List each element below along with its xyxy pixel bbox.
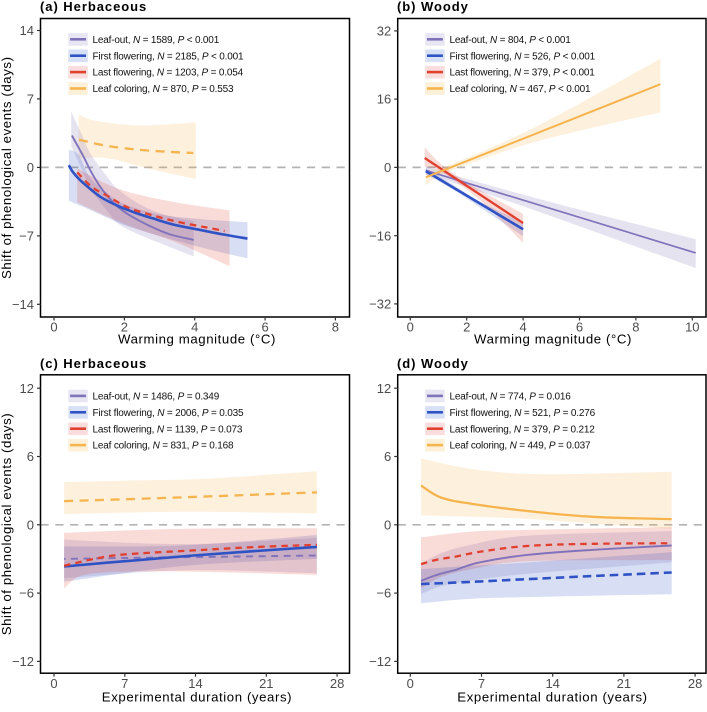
svg-text:6: 6 [384,449,391,464]
svg-text:0: 0 [27,160,34,175]
svg-text:−32: −32 [369,297,391,312]
svg-text:Shift of phenological events (: Shift of phenological events (days) [0,56,14,279]
svg-text:7: 7 [478,676,485,691]
svg-text:14: 14 [545,676,559,691]
svg-text:Shift of phenological events (: Shift of phenological events (days) [0,413,14,636]
svg-text:10: 10 [685,320,699,335]
svg-text:(b) Woody: (b) Woody [397,0,469,14]
svg-text:(a) Herbaceous: (a) Herbaceous [40,0,147,14]
svg-text:12: 12 [377,381,391,396]
svg-text:0: 0 [50,320,57,335]
svg-text:Last flowering, N = 1139, P =: Last flowering, N = 1139, P = 0.073 [93,424,243,435]
svg-text:Leaf coloring, N = 467, P < 0.: Leaf coloring, N = 467, P < 0.001 [450,84,591,95]
svg-text:−16: −16 [369,228,391,243]
svg-text:6: 6 [261,320,268,335]
svg-text:Leaf-out, N = 1589, P < 0.001: Leaf-out, N = 1589, P < 0.001 [93,35,220,46]
svg-text:2: 2 [121,320,128,335]
svg-text:Leaf-out, N = 1486, P = 0.349: Leaf-out, N = 1486, P = 0.349 [93,392,220,403]
svg-text:Leaf-out, N = 774, P = 0.016: Leaf-out, N = 774, P = 0.016 [450,392,572,403]
svg-text:4: 4 [191,320,198,335]
svg-text:First flowering, N = 521, P =: First flowering, N = 521, P = 0.276 [450,408,596,419]
svg-text:6: 6 [576,320,583,335]
svg-text:0: 0 [384,160,391,175]
svg-text:14: 14 [20,23,34,38]
svg-text:28: 28 [688,676,702,691]
svg-text:7: 7 [121,676,128,691]
svg-text:−12: −12 [12,654,34,669]
svg-text:(c) Herbaceous: (c) Herbaceous [40,356,147,371]
svg-text:0: 0 [384,517,391,532]
svg-text:0: 0 [407,320,414,335]
svg-text:Warming magnitude (°C): Warming magnitude (°C) [474,332,632,347]
svg-text:28: 28 [330,676,344,691]
svg-text:−14: −14 [12,297,34,312]
svg-text:2: 2 [463,320,470,335]
svg-text:−7: −7 [19,229,34,244]
svg-text:0: 0 [407,676,414,691]
svg-text:0: 0 [50,676,57,691]
svg-text:21: 21 [617,676,631,691]
svg-text:First flowering, N = 526, P <: First flowering, N = 526, P < 0.001 [450,51,596,62]
svg-text:8: 8 [632,320,639,335]
svg-text:Last flowering, N = 1203, P =: Last flowering, N = 1203, P = 0.054 [93,68,244,79]
svg-text:Last flowering, N = 379, P < 0: Last flowering, N = 379, P < 0.001 [450,68,596,79]
svg-text:8: 8 [332,320,339,335]
svg-text:0: 0 [27,517,34,532]
svg-text:Experimental duration (years): Experimental duration (years) [457,690,647,705]
svg-text:14: 14 [188,676,202,691]
svg-text:21: 21 [259,676,273,691]
svg-text:12: 12 [20,381,34,396]
svg-text:32: 32 [377,24,391,39]
svg-text:7: 7 [27,92,34,107]
svg-text:Last flowering, N = 379, P = 0: Last flowering, N = 379, P = 0.212 [450,424,596,435]
svg-text:−6: −6 [376,586,391,601]
svg-text:16: 16 [377,92,391,107]
svg-text:4: 4 [519,320,526,335]
svg-text:(d) Woody: (d) Woody [397,356,469,371]
svg-text:Leaf coloring, N = 831, P = 0.: Leaf coloring, N = 831, P = 0.168 [93,441,234,452]
svg-text:6: 6 [27,449,34,464]
svg-text:First flowering, N = 2185, P <: First flowering, N = 2185, P < 0.001 [93,51,244,62]
svg-text:Leaf coloring, N = 449, P = 0.: Leaf coloring, N = 449, P = 0.037 [450,441,591,452]
svg-text:−6: −6 [19,586,34,601]
svg-text:Leaf-out, N = 804, P < 0.001: Leaf-out, N = 804, P < 0.001 [450,35,572,46]
svg-text:Warming magnitude (°C): Warming magnitude (°C) [118,332,276,347]
svg-text:Leaf coloring, N = 870, P = 0.: Leaf coloring, N = 870, P = 0.553 [93,84,234,95]
svg-text:Experimental duration (years): Experimental duration (years) [102,690,292,705]
svg-text:−12: −12 [369,654,391,669]
svg-text:First flowering, N = 2006, P =: First flowering, N = 2006, P = 0.035 [93,408,244,419]
